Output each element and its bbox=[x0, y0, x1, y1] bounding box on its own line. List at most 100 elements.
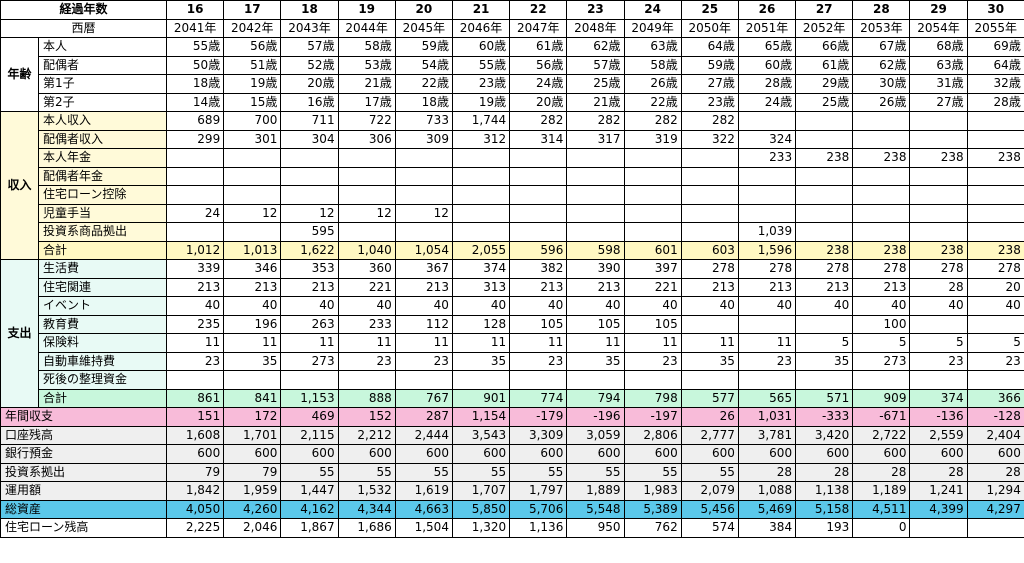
value-cell: 374 bbox=[909, 388, 968, 408]
value-cell: 11 bbox=[509, 333, 568, 353]
value-cell: 5,850 bbox=[451, 499, 511, 519]
header-cell: 24 bbox=[623, 0, 682, 20]
expense-row: 支出 生活費 339 346 353 360 367 374 382 390 397 278 278 27… bbox=[0, 259, 1024, 408]
header-cell: 2041年 bbox=[166, 18, 225, 38]
value-cell: 11 bbox=[223, 333, 282, 353]
header-cell: 28 bbox=[852, 0, 911, 20]
value-cell: 4,344 bbox=[337, 499, 396, 519]
expense-row: 教育費 235 196 263 233 112 128 105 105 105 100 bbox=[1, 314, 1024, 334]
value-cell: 1,983 bbox=[623, 481, 682, 501]
value-cell: 40 bbox=[623, 296, 682, 316]
value-cell: 798 bbox=[623, 388, 682, 408]
value-cell: 4,511 bbox=[852, 499, 911, 519]
value-cell: 374 bbox=[451, 259, 511, 279]
value-cell: 61歳 bbox=[795, 55, 854, 75]
value-cell bbox=[623, 203, 682, 223]
value-cell: 5,469 bbox=[737, 499, 797, 519]
header-cell: 2042年 bbox=[223, 18, 282, 38]
value-cell bbox=[223, 166, 282, 186]
value-cell bbox=[680, 166, 739, 186]
value-cell: -128 bbox=[966, 407, 1024, 427]
value-cell: 278 bbox=[680, 259, 739, 279]
value-cell: 28歳 bbox=[737, 74, 797, 94]
value-cell: 53歳 bbox=[337, 55, 396, 75]
value-cell: 1,701 bbox=[223, 425, 282, 445]
age-row: 第1子 18歳 19歳 20歳 21歳 22歳 23歳 24歳 25歳 26歳 27歳 28歳 29歳 3… bbox=[1, 74, 1024, 94]
value-cell: 601 bbox=[623, 240, 682, 260]
value-cell bbox=[623, 185, 682, 205]
value-cell: 30歳 bbox=[852, 74, 911, 94]
row-label: 口座残高 bbox=[0, 425, 168, 445]
value-cell: 1,608 bbox=[166, 425, 225, 445]
value-cell bbox=[852, 185, 911, 205]
value-cell: 841 bbox=[223, 388, 282, 408]
value-cell bbox=[737, 185, 797, 205]
value-cell bbox=[909, 314, 968, 334]
value-cell: 1,013 bbox=[223, 240, 282, 260]
value-cell bbox=[451, 203, 511, 223]
header-cell: 2044年 bbox=[337, 18, 396, 38]
value-cell: 23 bbox=[166, 351, 225, 371]
header-cell: 2045年 bbox=[394, 18, 453, 38]
value-cell: 60歳 bbox=[737, 55, 797, 75]
value-cell: 322 bbox=[680, 129, 739, 149]
bank-deposit-row: 銀行預金 600 600 600 600 600 600 600 600 600 600 600 600… bbox=[0, 444, 1024, 464]
value-cell: 23 bbox=[394, 351, 453, 371]
value-cell: 69歳 bbox=[966, 37, 1024, 57]
row-label: 合計 bbox=[37, 388, 168, 408]
value-cell: 346 bbox=[223, 259, 282, 279]
value-cell: 2,806 bbox=[623, 425, 682, 445]
value-cell: 12 bbox=[223, 203, 282, 223]
value-cell bbox=[966, 314, 1024, 334]
value-cell: 57歳 bbox=[566, 55, 625, 75]
value-cell bbox=[966, 111, 1024, 131]
value-cell: 238 bbox=[795, 240, 854, 260]
value-cell: 3,420 bbox=[795, 425, 854, 445]
age-row: 配偶者 50歳 51歳 52歳 53歳 54歳 55歳 56歳 57歳 58歳 59歳 60歳 61歳 6… bbox=[1, 55, 1024, 75]
value-cell: 565 bbox=[737, 388, 797, 408]
value-cell: 24 bbox=[166, 203, 225, 223]
value-cell: 299 bbox=[166, 129, 225, 149]
value-cell: 22歳 bbox=[623, 92, 682, 112]
value-cell: 282 bbox=[509, 111, 568, 131]
value-cell bbox=[623, 370, 682, 390]
row-label: 教育費 bbox=[37, 314, 168, 334]
header-cell: 2049年 bbox=[623, 18, 682, 38]
value-cell: 3,309 bbox=[509, 425, 568, 445]
value-cell: 213 bbox=[166, 277, 225, 297]
age-row: 年齢 本人 55歳 56歳 57歳 58歳 59歳 60歳 61歳 62歳 63歳 64歳 65歳 66歳… bbox=[0, 37, 1024, 112]
value-cell bbox=[795, 129, 854, 149]
value-cell: 60歳 bbox=[451, 37, 511, 57]
value-cell: 722 bbox=[337, 111, 396, 131]
value-cell bbox=[852, 111, 911, 131]
value-cell bbox=[680, 222, 739, 242]
value-cell: 55 bbox=[394, 462, 453, 482]
value-cell bbox=[280, 166, 339, 186]
value-cell bbox=[337, 148, 396, 168]
header-cell: 2047年 bbox=[509, 18, 568, 38]
value-cell: 384 bbox=[737, 518, 797, 538]
value-cell bbox=[451, 370, 511, 390]
value-cell: 40 bbox=[223, 296, 282, 316]
value-cell: 4,050 bbox=[166, 499, 225, 519]
value-cell bbox=[909, 222, 968, 242]
value-cell: 600 bbox=[852, 444, 911, 464]
elapsed-years-row: 経過年数 16 17 18 19 20 21 22 23 24 25 26 27 28 29 30 bbox=[0, 0, 1024, 20]
value-cell: 52歳 bbox=[280, 55, 339, 75]
value-cell: 4,297 bbox=[966, 499, 1024, 519]
value-cell bbox=[337, 185, 396, 205]
value-cell: 54歳 bbox=[394, 55, 453, 75]
value-cell: 196 bbox=[223, 314, 282, 334]
value-cell: 794 bbox=[566, 388, 625, 408]
expense-row: 住宅関連 213 213 213 221 213 313 213 213 221 213 213 213… bbox=[1, 277, 1024, 297]
value-cell: 55歳 bbox=[166, 37, 225, 57]
value-cell: 278 bbox=[852, 259, 911, 279]
header-cell: 27 bbox=[795, 0, 854, 20]
value-cell: 213 bbox=[680, 277, 739, 297]
value-cell: 40 bbox=[394, 296, 453, 316]
value-cell bbox=[166, 222, 225, 242]
value-cell: 600 bbox=[737, 444, 797, 464]
value-cell bbox=[909, 166, 968, 186]
value-cell: 304 bbox=[280, 129, 339, 149]
header-cell: 30 bbox=[966, 0, 1024, 20]
